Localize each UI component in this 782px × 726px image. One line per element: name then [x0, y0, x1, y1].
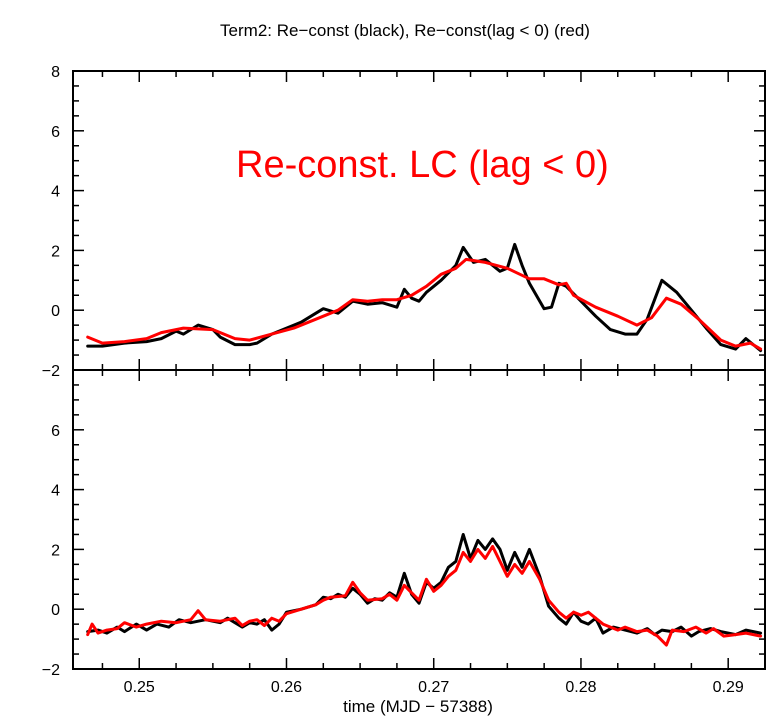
top-plot-frame: [72, 70, 766, 371]
bottom-panel: −2 0 2 4 6 0.25 0.26 0.27 0.28 0.29: [42, 369, 766, 696]
bottom-ytick-label: −2: [42, 662, 60, 679]
chart-title: Term2: Re−const (black), Re−const(lag < …: [220, 21, 590, 40]
bottom-ytick-label: 0: [51, 602, 60, 619]
bottom-series-red-line: [86, 544, 763, 647]
bottom-ytick-label: 2: [51, 542, 60, 559]
top-ytick-label: 6: [51, 124, 60, 141]
xtick-label: 0.26: [271, 679, 302, 696]
top-ytick-label: 2: [51, 243, 60, 260]
xtick-label: 0.25: [124, 679, 155, 696]
bottom-ytick-label: 6: [51, 423, 60, 440]
top-panel: −2 0 2 4 6 8: [42, 64, 766, 380]
bottom-ytick-label: 4: [51, 483, 60, 500]
top-ytick-label: −2: [42, 363, 60, 380]
top-series-red-line: [86, 257, 763, 351]
top-ytick-label: 0: [51, 303, 60, 320]
xtick-label: 0.27: [418, 679, 449, 696]
x-axis-label: time (MJD − 57388): [343, 697, 493, 716]
top-ytick-label: 8: [51, 64, 60, 81]
annotation-label: Re-const. LC (lag < 0): [236, 144, 609, 186]
bottom-plot-frame: [72, 369, 766, 670]
xtick-label: 0.28: [565, 679, 596, 696]
xtick-label: 0.29: [713, 679, 744, 696]
top-ytick-label: 4: [51, 184, 60, 201]
top-series-black-line: [86, 242, 763, 353]
